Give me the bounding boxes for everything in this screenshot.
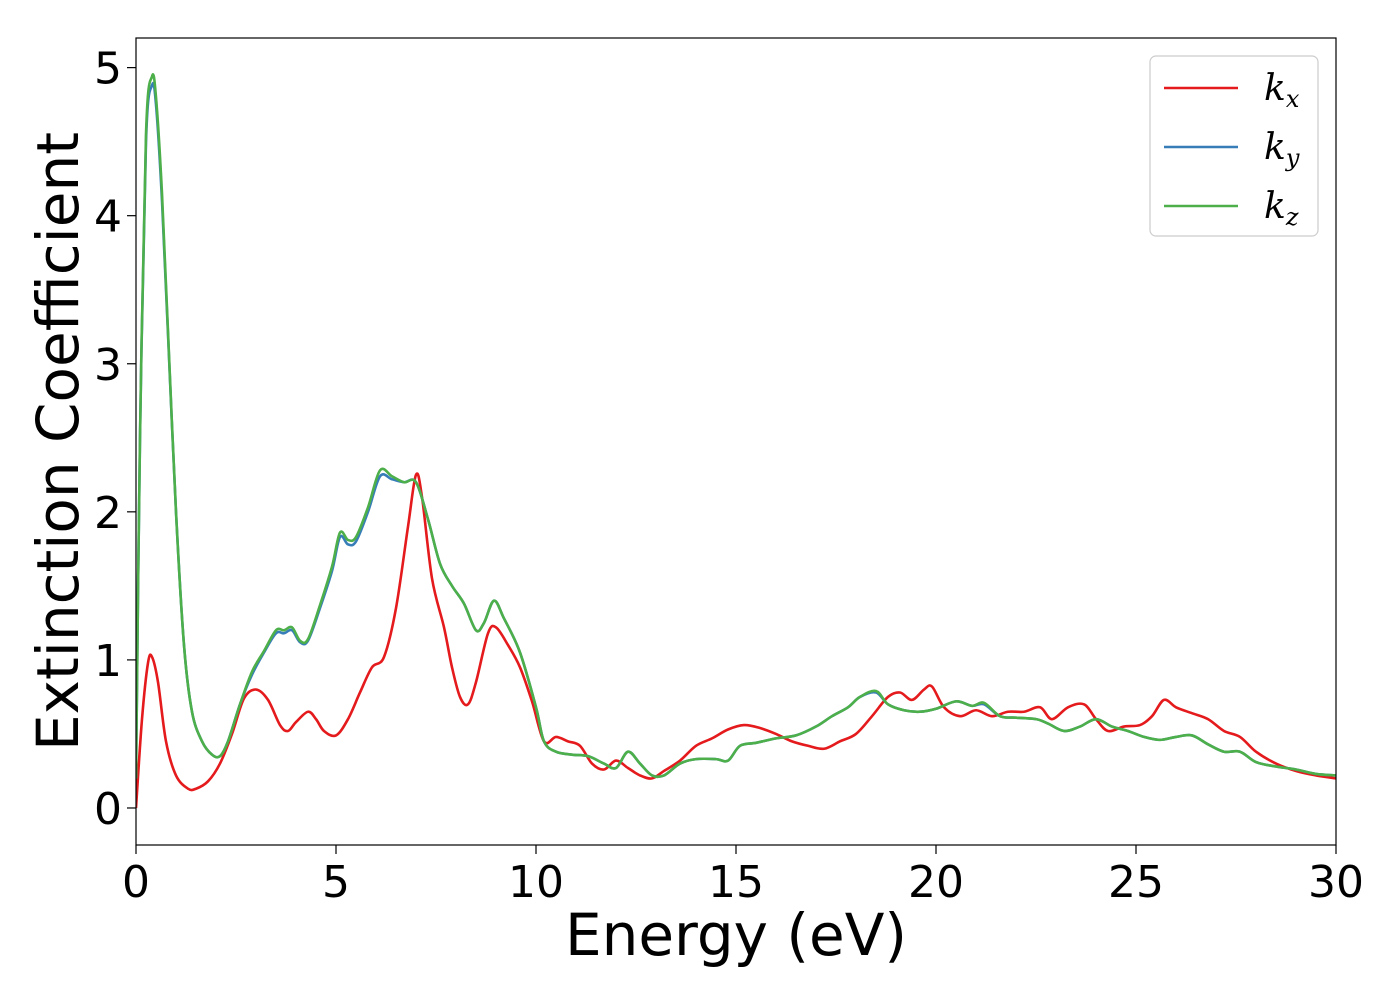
series-lines bbox=[136, 73, 1336, 809]
x-tick-label: 20 bbox=[908, 857, 964, 908]
legend: kx ky kz bbox=[1149, 55, 1319, 237]
x-tick-label: 5 bbox=[322, 857, 350, 908]
y-tick-label: 5 bbox=[94, 44, 122, 95]
series-line-z bbox=[136, 73, 1336, 779]
y-axis-ticks: 0 1 2 3 4 5 bbox=[94, 44, 136, 835]
y-axis-label: Extinction Coefficient bbox=[24, 132, 92, 751]
series-line-x bbox=[136, 472, 1336, 809]
y-tick-label: 4 bbox=[94, 192, 122, 243]
legend-label-y: ky bbox=[1264, 127, 1300, 172]
x-tick-label: 15 bbox=[708, 857, 764, 908]
x-axis-label: Energy (eV) bbox=[565, 901, 907, 969]
y-tick-label: 0 bbox=[94, 784, 122, 835]
x-tick-label: 30 bbox=[1308, 857, 1364, 908]
x-tick-label: 25 bbox=[1108, 857, 1164, 908]
y-tick-label: 2 bbox=[94, 488, 122, 539]
y-tick-label: 1 bbox=[94, 636, 122, 687]
legend-label-z: kz bbox=[1264, 186, 1299, 231]
y-tick-label: 3 bbox=[94, 340, 122, 391]
legend-label-x: kx bbox=[1264, 68, 1300, 113]
x-tick-label: 0 bbox=[122, 857, 150, 908]
x-axis-ticks: 0 5 10 15 20 25 30 bbox=[122, 845, 1364, 908]
x-tick-label: 10 bbox=[508, 857, 564, 908]
